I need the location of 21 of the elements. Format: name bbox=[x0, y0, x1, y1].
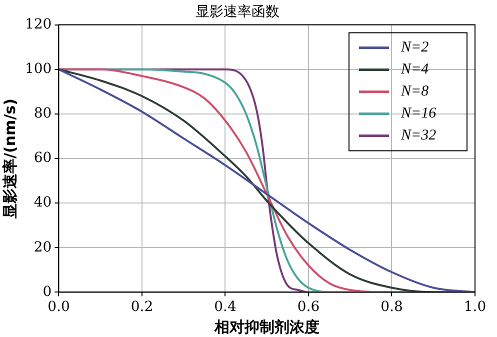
x-tick-label: 0.8 bbox=[380, 299, 403, 316]
x-tick-label: 0.2 bbox=[130, 299, 154, 316]
x-tick-label: 0.6 bbox=[297, 299, 320, 316]
y-tick-label: 120 bbox=[24, 16, 52, 32]
x-tick-label: 1.0 bbox=[464, 299, 486, 316]
legend-label: N=4 bbox=[400, 62, 430, 78]
x-axis-title: 相对抑制剂浓度 bbox=[213, 318, 320, 336]
legend-label: N=16 bbox=[400, 106, 437, 122]
y-tick-label: 0 bbox=[42, 284, 52, 300]
y-axis-title: 显影速率/(nm/s) bbox=[0, 98, 19, 220]
y-tick-label: 80 bbox=[34, 106, 52, 122]
y-tick-label: 40 bbox=[34, 194, 52, 211]
legend-label: N=8 bbox=[400, 84, 430, 100]
y-tick-label: 100 bbox=[24, 61, 52, 78]
y-tick-label: 20 bbox=[34, 239, 52, 256]
y-tick-label: 60 bbox=[34, 150, 52, 166]
chart-title: 显影速率函数 bbox=[196, 4, 280, 20]
legend-label: N=2 bbox=[400, 40, 430, 56]
legend-label: N=32 bbox=[400, 128, 437, 144]
x-tick-label: 0.4 bbox=[214, 299, 236, 316]
x-tick-label: 0.0 bbox=[48, 299, 70, 316]
